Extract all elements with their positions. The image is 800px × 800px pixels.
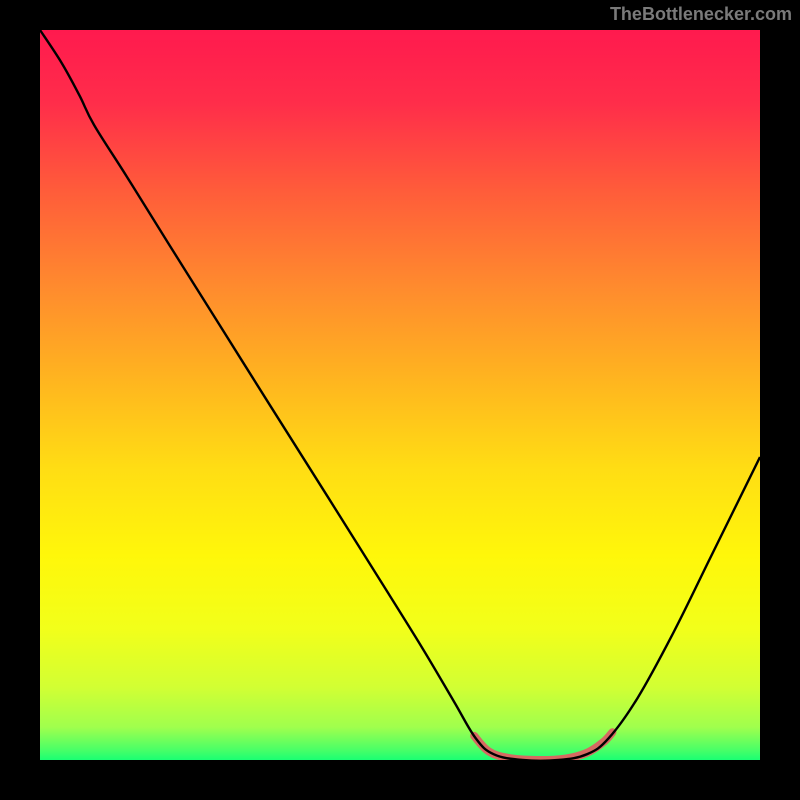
plot-area (40, 30, 760, 760)
chart-svg (40, 30, 760, 760)
chart-canvas: TheBottlenecker.com (0, 0, 800, 800)
gradient-background (40, 30, 760, 760)
watermark-text: TheBottlenecker.com (610, 4, 792, 25)
